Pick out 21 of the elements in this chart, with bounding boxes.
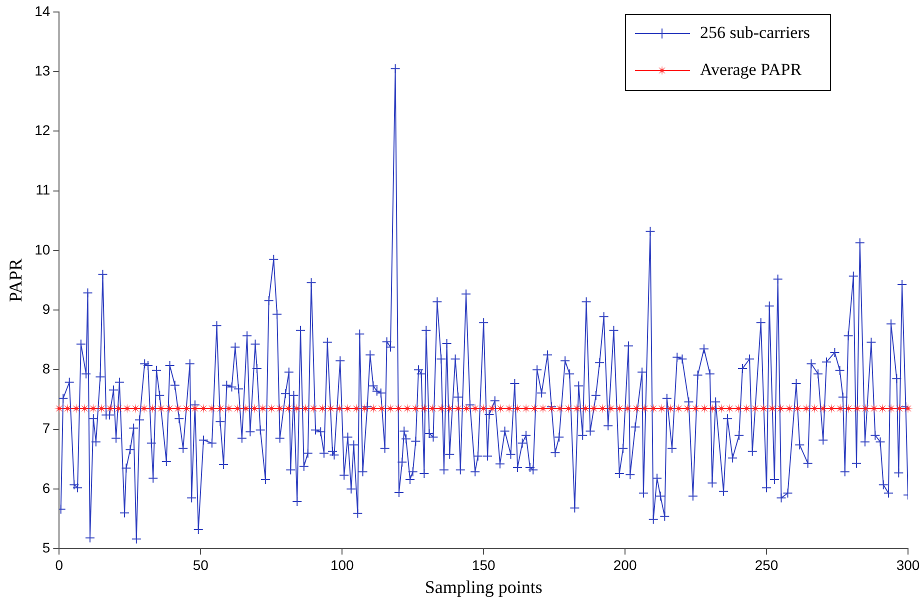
x-tick-label: 100 — [330, 556, 354, 573]
x-tick-label: 0 — [55, 556, 64, 573]
y-tick-label: 9 — [42, 300, 50, 317]
y-tick-label: 10 — [34, 241, 50, 258]
y-tick-label: 11 — [36, 182, 50, 198]
x-tick-label: 50 — [192, 556, 209, 573]
y-tick-label: 6 — [42, 480, 50, 496]
y-tick-label: 12 — [34, 122, 50, 138]
y-tick-label: 7 — [42, 420, 50, 436]
legend-label: Average PAPR — [700, 60, 802, 79]
x-tick-label: 300 — [896, 556, 920, 573]
x-tick-label: 250 — [754, 556, 778, 573]
y-axis-title: PAPR — [6, 258, 26, 302]
y-tick-label: 13 — [34, 62, 50, 78]
x-tick-label: 150 — [472, 556, 496, 573]
y-tick-label: 5 — [42, 539, 50, 556]
y-tick-label: 8 — [42, 360, 50, 377]
x-tick-label: 200 — [613, 556, 637, 573]
y-tick-label: 14 — [34, 2, 50, 19]
legend-label: 256 sub-carriers — [700, 22, 810, 42]
x-axis-title: Sampling points — [424, 576, 542, 597]
